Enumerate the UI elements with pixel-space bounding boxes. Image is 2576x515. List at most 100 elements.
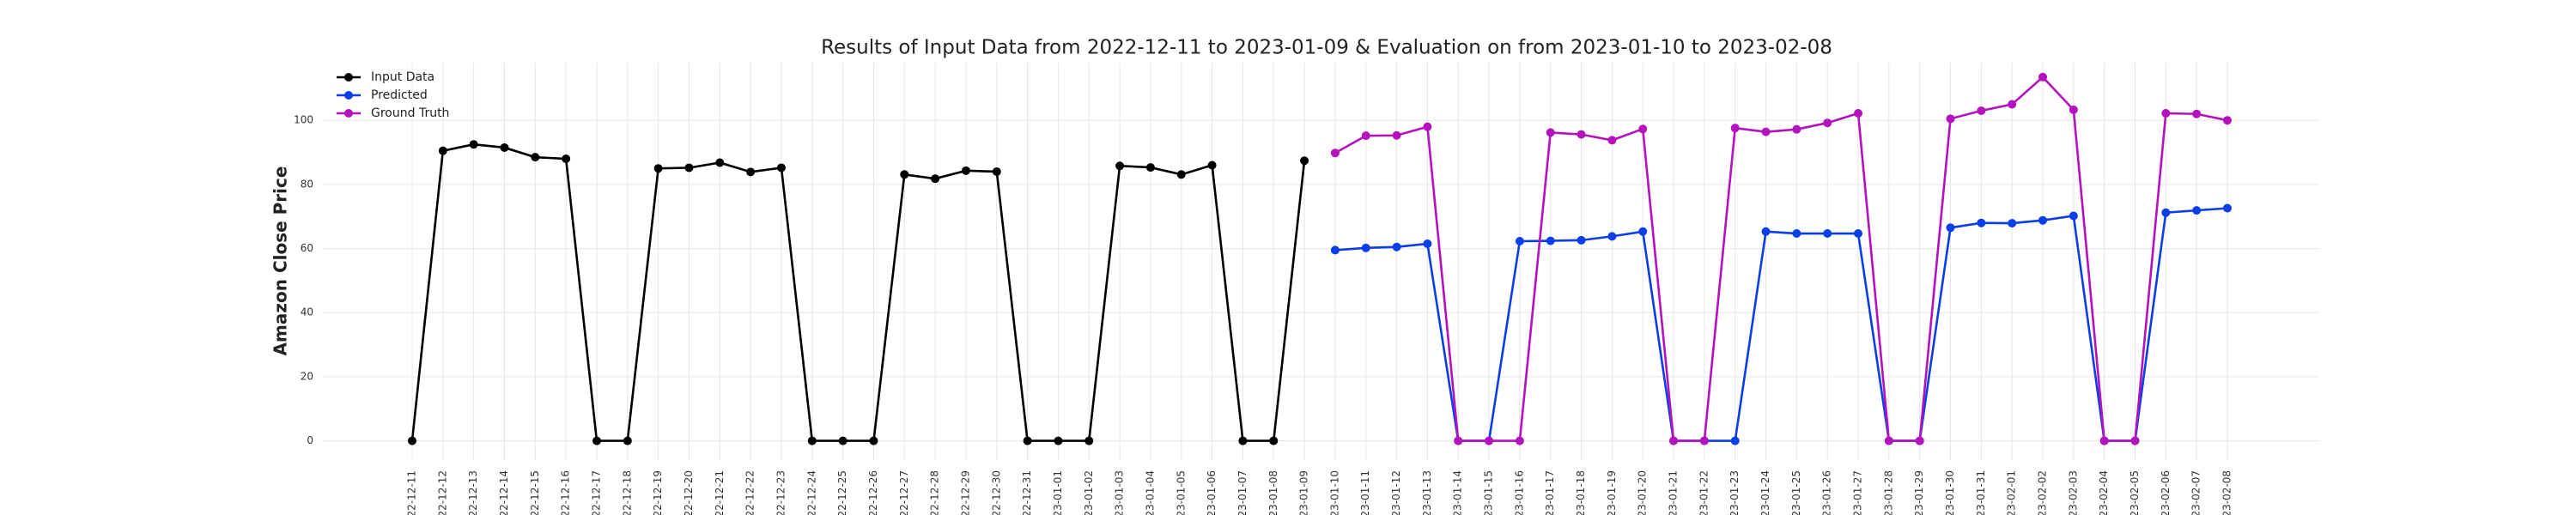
x-tick-label: 2022-12-29 <box>959 470 971 515</box>
data-point <box>1485 436 1494 445</box>
data-point <box>2038 72 2048 82</box>
x-tick-label: 2023-01-21 <box>1668 470 1680 515</box>
x-tick-label: 2023-01-29 <box>1913 470 1925 515</box>
x-tick-label: 2023-01-05 <box>1175 470 1187 515</box>
y-axis-label: Amazon Close Price <box>270 167 291 356</box>
x-tick-label: 2023-01-13 <box>1421 470 1433 515</box>
data-point <box>592 436 601 445</box>
x-tick-label: 2022-12-28 <box>929 470 941 515</box>
data-point <box>1792 229 1801 239</box>
data-point <box>931 174 940 184</box>
data-point <box>2130 436 2140 445</box>
data-point <box>2161 108 2171 118</box>
data-point <box>1054 436 1063 445</box>
data-point <box>2099 436 2109 445</box>
data-point <box>1238 436 1248 445</box>
data-point <box>1977 106 1986 116</box>
series-line <box>1334 75 2228 442</box>
data-point <box>1023 436 1032 445</box>
x-tick-label: 2023-02-03 <box>2067 470 2079 515</box>
data-point <box>1823 118 1832 128</box>
x-tick-label: 2023-01-11 <box>1359 470 1371 515</box>
x-tick-label: 2022-12-23 <box>775 470 787 515</box>
data-point <box>1915 436 1924 445</box>
data-point <box>2192 206 2202 215</box>
data-point <box>531 153 540 162</box>
x-tick-label: 2023-01-30 <box>1944 470 1956 515</box>
x-tick-label: 2023-01-10 <box>1328 470 1340 515</box>
x-tick-label: 2023-01-08 <box>1267 470 1279 515</box>
data-point <box>2008 100 2017 109</box>
data-point <box>2038 215 2048 225</box>
data-point <box>1269 436 1279 445</box>
data-point <box>1454 436 1463 445</box>
x-tick-label: 2022-12-21 <box>714 470 726 515</box>
data-point <box>1730 124 1740 133</box>
legend-marker <box>344 109 353 118</box>
data-point <box>562 154 571 164</box>
x-tick-label: 2023-01-16 <box>1513 470 1525 515</box>
legend-label: Input Data <box>371 70 434 84</box>
y-tick-label: 100 <box>294 114 313 126</box>
data-point <box>838 436 848 445</box>
x-tick-label: 2022-12-17 <box>590 470 602 515</box>
data-point <box>408 436 416 445</box>
data-point <box>776 163 786 173</box>
data-point <box>438 146 447 155</box>
x-tick-label: 2022-12-30 <box>990 470 1002 515</box>
y-tick-label: 0 <box>307 434 313 446</box>
data-point <box>1546 128 1555 137</box>
x-tick-label: 2022-12-31 <box>1021 470 1033 515</box>
data-point <box>1977 218 1986 227</box>
x-tick-label: 2023-01-04 <box>1144 470 1156 515</box>
data-point <box>961 166 970 175</box>
x-tick-label: 2023-01-28 <box>1882 470 1894 515</box>
series-line <box>410 142 1306 442</box>
x-tick-label: 2022-12-16 <box>560 470 572 515</box>
x-tick-label: 2023-01-14 <box>1452 470 1464 515</box>
x-tick-label: 2023-02-02 <box>2037 470 2049 515</box>
y-tick-label: 40 <box>301 306 313 318</box>
x-tick-label: 2023-02-01 <box>2006 470 2018 515</box>
data-point <box>1330 148 1340 158</box>
x-tick-label: 2023-01-24 <box>1759 470 1771 515</box>
x-tick-label: 2023-01-25 <box>1790 470 1802 515</box>
y-tick-label: 80 <box>301 178 313 190</box>
x-tick-label: 2023-01-02 <box>1083 470 1095 515</box>
x-tick-label: 2023-01-31 <box>1975 470 1987 515</box>
data-point <box>1638 124 1648 134</box>
data-point <box>1699 436 1709 445</box>
data-point <box>1669 436 1679 445</box>
data-point <box>2008 219 2017 228</box>
data-point <box>2223 116 2232 125</box>
chart-title: Results of Input Data from 2022-12-11 to… <box>821 37 1832 59</box>
data-point <box>1577 130 1586 139</box>
data-point <box>900 170 909 179</box>
data-point <box>1515 236 1524 245</box>
data-point <box>1207 161 1217 170</box>
x-tick-label: 2023-02-05 <box>2129 470 2141 515</box>
data-point <box>1392 242 1401 251</box>
x-tick-label: 2023-01-19 <box>1606 470 1618 515</box>
data-point <box>1423 239 1432 248</box>
data-point <box>1392 130 1401 140</box>
data-point <box>1361 243 1370 252</box>
data-point <box>1946 114 1955 124</box>
data-point <box>1607 136 1617 145</box>
data-point <box>1792 124 1801 134</box>
data-point <box>2069 211 2078 221</box>
x-tick-label: 2023-02-08 <box>2221 470 2233 515</box>
data-point <box>1084 436 1094 445</box>
data-point <box>1330 245 1340 255</box>
data-point <box>869 436 878 445</box>
legend-marker <box>344 91 353 100</box>
data-point <box>1730 436 1740 445</box>
data-point <box>1761 227 1771 236</box>
data-point <box>1176 170 1186 179</box>
data-point <box>469 140 478 149</box>
data-point <box>807 436 817 445</box>
x-tick-label: 2022-12-24 <box>805 470 817 515</box>
data-point <box>1854 229 1863 239</box>
x-tick-label: 2022-12-26 <box>867 470 879 515</box>
x-tick-label: 2022-12-27 <box>898 470 910 515</box>
